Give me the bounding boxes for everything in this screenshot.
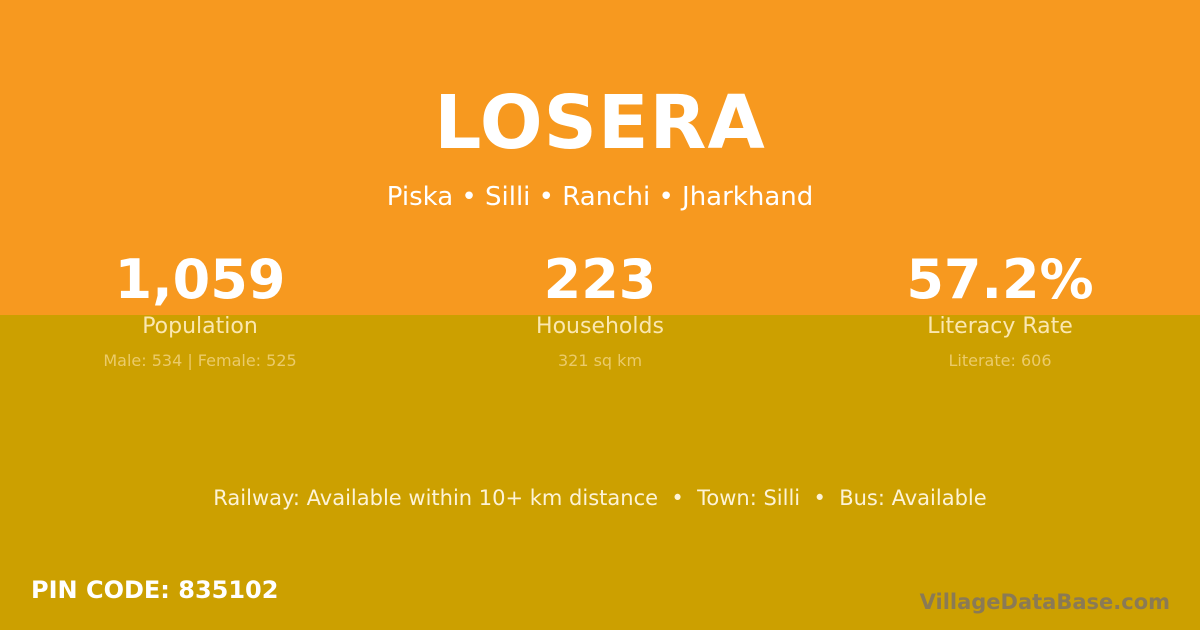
stat-value: 1,059 [114,248,286,311]
pin-code: PIN CODE: 835102 [31,576,279,604]
stat-literacy: 57.2% Literacy Rate Literate: 606 [800,248,1200,370]
header-band [0,0,1200,315]
stat-label: Population [142,314,258,339]
brand-watermark: VillageDataBase.com [919,590,1170,614]
stat-sub: 321 sq km [557,351,643,370]
stat-label: Households [536,314,664,339]
location-breadcrumb: Piska • Silli • Ranchi • Jharkhand [386,182,814,212]
body-band [0,315,1200,630]
village-name: LOSERA [434,80,766,166]
stat-value: 223 [543,248,657,311]
stat-sub: Literate: 606 [948,351,1052,370]
transport-info: Railway: Available within 10+ km distanc… [213,486,987,510]
stat-households: 223 Households 321 sq km [400,248,800,370]
stat-value: 57.2% [906,248,1094,311]
stat-label: Literacy Rate [927,314,1073,339]
stat-sub: Male: 534 | Female: 525 [103,351,297,370]
stat-population: 1,059 Population Male: 534 | Female: 525 [0,248,400,370]
